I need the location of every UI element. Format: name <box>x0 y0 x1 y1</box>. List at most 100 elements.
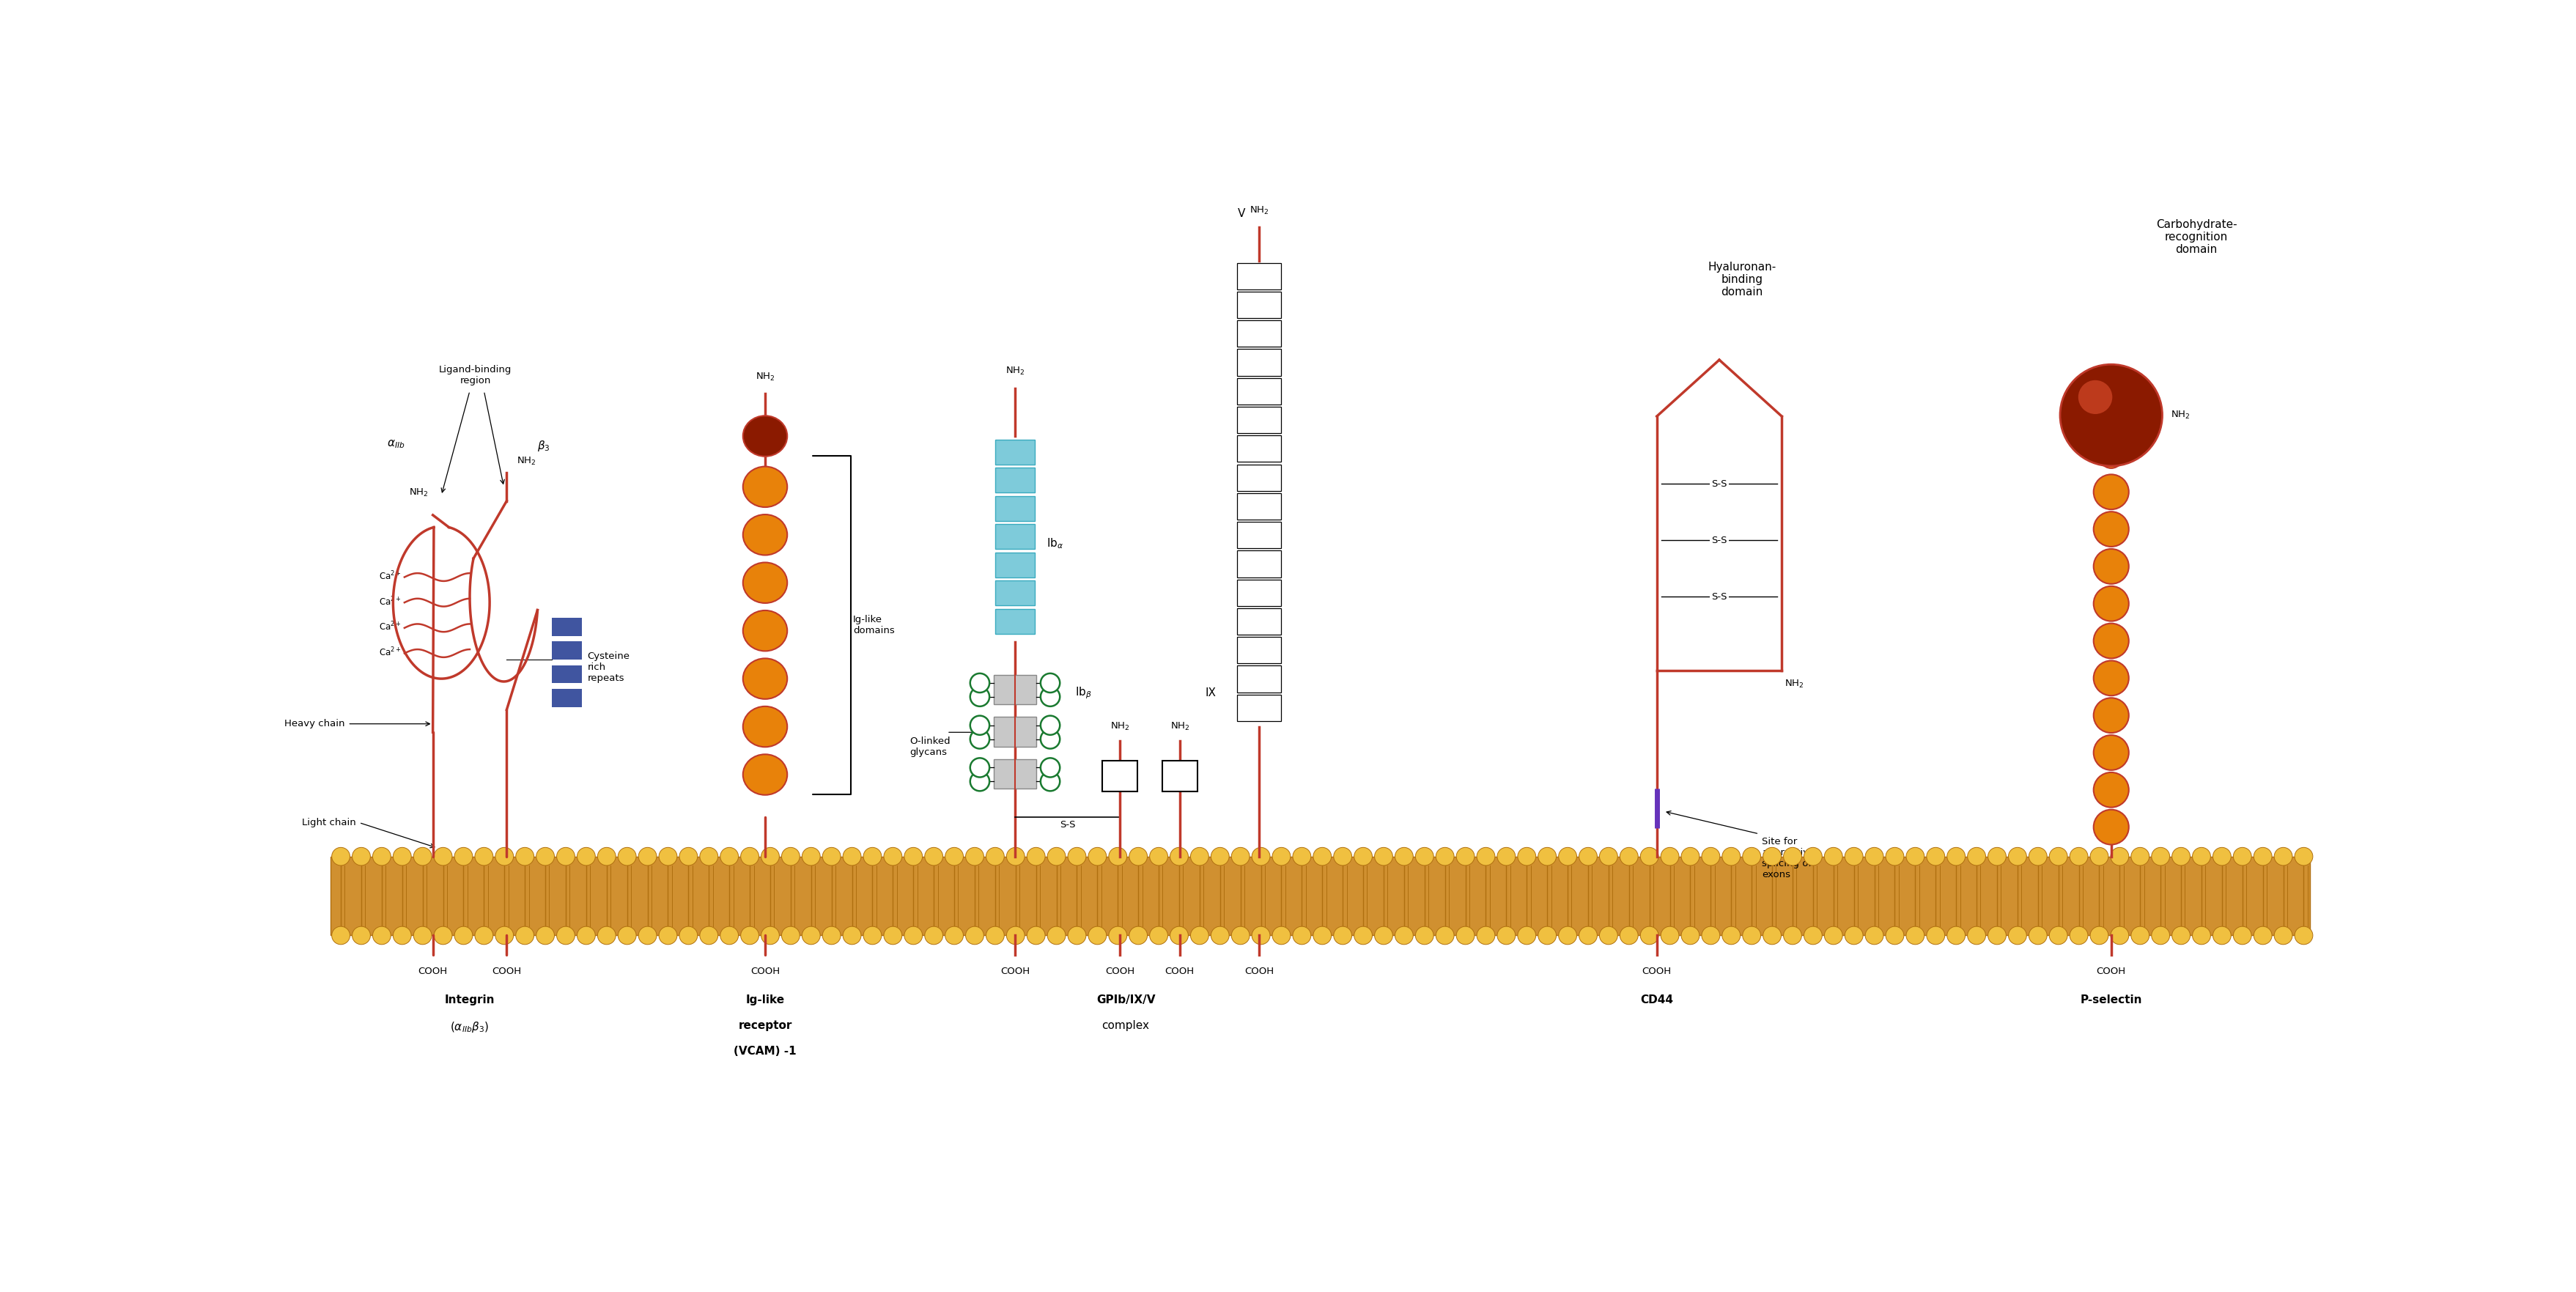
Circle shape <box>1149 848 1167 866</box>
Circle shape <box>353 926 371 944</box>
Circle shape <box>2027 848 2045 866</box>
Circle shape <box>884 926 902 944</box>
Circle shape <box>863 848 881 866</box>
Text: Ca$^{2+}$: Ca$^{2+}$ <box>379 620 402 633</box>
Circle shape <box>1783 848 1801 866</box>
Bar <box>1236 579 1280 606</box>
Circle shape <box>474 848 492 866</box>
Circle shape <box>2110 926 2128 944</box>
Bar <box>1236 550 1280 578</box>
Circle shape <box>1558 926 1577 944</box>
Ellipse shape <box>742 610 788 651</box>
Circle shape <box>739 848 760 866</box>
Circle shape <box>412 848 433 866</box>
Circle shape <box>659 848 677 866</box>
Circle shape <box>1273 848 1291 866</box>
Circle shape <box>739 926 760 944</box>
Circle shape <box>1476 848 1494 866</box>
Circle shape <box>1108 848 1126 866</box>
Circle shape <box>1293 848 1311 866</box>
Circle shape <box>556 926 574 944</box>
Circle shape <box>1170 848 1188 866</box>
Circle shape <box>1986 848 2007 866</box>
Circle shape <box>904 848 922 866</box>
Circle shape <box>1721 848 1739 866</box>
Ellipse shape <box>2097 430 2125 468</box>
Circle shape <box>1927 926 1945 944</box>
Circle shape <box>1190 848 1208 866</box>
Circle shape <box>2233 926 2251 944</box>
Circle shape <box>1700 926 1718 944</box>
Text: Ca$^{2+}$: Ca$^{2+}$ <box>379 646 402 658</box>
Text: COOH: COOH <box>2097 966 2125 975</box>
Text: Ig-like: Ig-like <box>744 995 783 1005</box>
Bar <box>551 665 582 683</box>
Circle shape <box>1108 926 1126 944</box>
Circle shape <box>680 926 698 944</box>
Circle shape <box>781 848 799 866</box>
Bar <box>994 674 1036 704</box>
Circle shape <box>598 848 616 866</box>
Ellipse shape <box>742 562 788 603</box>
Circle shape <box>1741 926 1759 944</box>
Bar <box>1236 349 1280 376</box>
Circle shape <box>925 926 943 944</box>
Text: Light chain: Light chain <box>301 818 355 827</box>
Circle shape <box>598 926 616 944</box>
Text: S-S: S-S <box>1710 479 1726 488</box>
Circle shape <box>453 926 471 944</box>
Circle shape <box>1149 926 1167 944</box>
Circle shape <box>659 926 677 944</box>
Circle shape <box>1046 926 1066 944</box>
Text: COOH: COOH <box>750 966 781 975</box>
Circle shape <box>639 848 657 866</box>
Circle shape <box>1680 926 1700 944</box>
Circle shape <box>1927 848 1945 866</box>
Circle shape <box>1414 848 1432 866</box>
Text: P-selectin: P-selectin <box>2079 995 2141 1005</box>
Circle shape <box>2092 512 2128 547</box>
Bar <box>1236 665 1280 693</box>
Circle shape <box>1128 848 1146 866</box>
Circle shape <box>1824 926 1842 944</box>
Text: S-S: S-S <box>1710 592 1726 602</box>
Circle shape <box>966 848 984 866</box>
Circle shape <box>1497 848 1515 866</box>
Circle shape <box>2233 848 2251 866</box>
Circle shape <box>495 848 513 866</box>
Circle shape <box>801 926 819 944</box>
Circle shape <box>2092 624 2128 659</box>
Circle shape <box>1600 926 1618 944</box>
Bar <box>1236 407 1280 433</box>
Bar <box>551 689 582 707</box>
Circle shape <box>374 848 392 866</box>
Text: COOH: COOH <box>999 966 1030 975</box>
Text: V: V <box>1236 208 1244 218</box>
Text: NH$_2$: NH$_2$ <box>1170 721 1190 733</box>
Bar <box>1236 262 1280 289</box>
Text: ($\alpha_{IIb}\beta_3$): ($\alpha_{IIb}\beta_3$) <box>451 1021 489 1034</box>
Circle shape <box>1435 848 1453 866</box>
Circle shape <box>2092 474 2128 509</box>
Bar <box>1236 379 1280 404</box>
Circle shape <box>2079 380 2112 413</box>
Circle shape <box>1355 926 1373 944</box>
Circle shape <box>987 926 1005 944</box>
Circle shape <box>2092 660 2128 695</box>
Circle shape <box>801 848 819 866</box>
Circle shape <box>618 926 636 944</box>
Circle shape <box>433 926 451 944</box>
Circle shape <box>1435 926 1453 944</box>
Circle shape <box>1762 926 1780 944</box>
Circle shape <box>394 926 412 944</box>
Text: Cysteine
rich
repeats: Cysteine rich repeats <box>587 651 629 683</box>
Circle shape <box>1538 926 1556 944</box>
Circle shape <box>1334 848 1352 866</box>
Circle shape <box>2092 810 2128 845</box>
Circle shape <box>1041 687 1059 707</box>
Text: NH$_2$: NH$_2$ <box>1785 678 1803 690</box>
Circle shape <box>1007 848 1025 866</box>
Circle shape <box>1066 926 1084 944</box>
Text: NH$_2$: NH$_2$ <box>518 456 536 468</box>
Circle shape <box>1641 926 1659 944</box>
